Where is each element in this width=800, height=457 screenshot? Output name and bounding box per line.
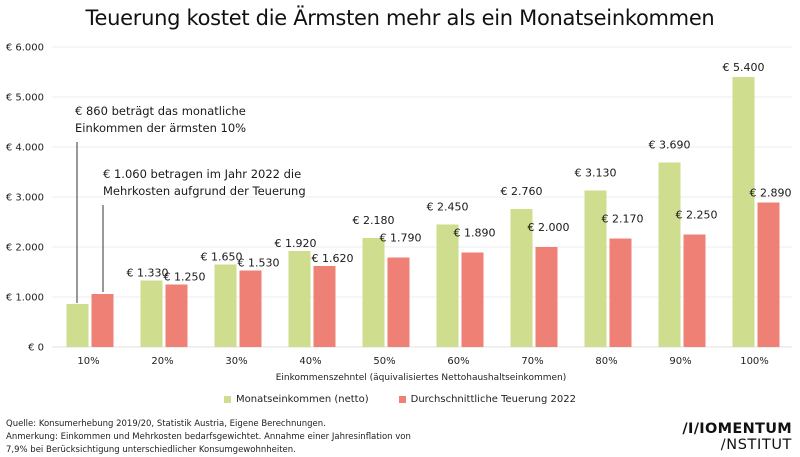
annotations: € 860 beträgt das monatliche Einkommen de… — [75, 104, 306, 303]
x-tick-label: 100% — [740, 356, 769, 367]
data-label: € 2.450 — [427, 201, 469, 214]
x-tick-label: 30% — [225, 356, 247, 367]
x-axis-label: Einkommenszehntel (äquivalisiertes Netto… — [276, 373, 567, 383]
legend-item-inflation: Durchschnittliche Teuerung 2022 — [398, 394, 576, 405]
x-tick-label: 40% — [299, 356, 321, 367]
bar-income — [214, 264, 237, 347]
momentum-institut-logo: /I/IOMENTUM /NSTITUT — [682, 421, 792, 453]
data-label: € 5.400 — [723, 61, 765, 74]
bar-inflation — [387, 257, 410, 347]
bar-inflation — [609, 238, 632, 347]
bar-inflation — [313, 266, 336, 347]
legend: Monatseinkommen (netto) Durchschnittlich… — [0, 394, 800, 405]
y-tick-label: € 4.000 — [6, 143, 44, 154]
bar-inflation — [165, 284, 188, 347]
source-note: Quelle: Konsumerhebung 2019/20, Statisti… — [6, 419, 326, 429]
bar-inflation — [91, 294, 114, 347]
bar-chart: € 0 € 1.000 € 2.000 € 3.000 € 4.000 € 5.000 € … — [6, 43, 792, 383]
x-axis-ticks: 10% 20% 30% 40% 50% 60% 70% 80% 90% 100% — [77, 356, 768, 367]
annotation-text: Mehrkosten aufgrund der Teuerung — [103, 184, 306, 198]
bar-inflation — [461, 252, 484, 347]
bars — [66, 77, 780, 347]
logo-line1: /I/IOMENTUM — [682, 421, 792, 437]
bar-income — [362, 238, 385, 347]
chart-title: Teuerung kostet die Ärmsten mehr als ein… — [85, 6, 715, 30]
bar-income — [140, 280, 163, 347]
bar-income — [658, 162, 681, 347]
y-tick-label: € 3.000 — [6, 193, 44, 204]
data-label: € 2.180 — [353, 214, 395, 227]
legend-swatch-inflation — [398, 396, 406, 403]
data-labels: € 1.330€ 1.250 € 1.650€ 1.530 € 1.920 € 1.6… — [127, 61, 792, 284]
bar-income — [288, 251, 311, 347]
data-label: € 2.890 — [750, 187, 792, 200]
x-tick-label: 20% — [151, 356, 173, 367]
data-label: € 1.890 — [454, 227, 496, 240]
annotation-text: € 1.060 betragen im Jahr 2022 die — [103, 167, 301, 181]
data-label: € 1.530 — [238, 257, 280, 270]
data-label: € 2.250 — [676, 209, 718, 222]
legend-item-income: Monatseinkommen (netto) — [224, 394, 369, 405]
data-label: € 1.650 — [201, 251, 243, 264]
bar-inflation — [757, 202, 780, 347]
bar-income — [436, 224, 459, 347]
data-label: € 1.330 — [127, 267, 169, 280]
annotation-note-line2: 7,9% bei Berücksichtigung unterschiedlic… — [6, 445, 296, 455]
legend-label-income: Monatseinkommen (netto) — [236, 394, 369, 405]
data-label: € 1.250 — [164, 271, 206, 284]
bar-inflation — [683, 234, 706, 347]
y-axis-ticks: € 0 € 1.000 € 2.000 € 3.000 € 4.000 € 5.000 € … — [6, 43, 44, 354]
x-tick-label: 60% — [447, 356, 469, 367]
annotation-note-line1: Anmerkung: Einkommen und Mehrkosten beda… — [6, 432, 411, 442]
bar-income — [732, 77, 755, 347]
x-tick-label: 10% — [77, 356, 99, 367]
bar-income — [584, 190, 607, 347]
data-label: € 1.620 — [312, 252, 354, 265]
y-tick-label: € 0 — [28, 343, 44, 354]
x-tick-label: 80% — [595, 356, 617, 367]
data-label: € 3.130 — [575, 167, 617, 180]
logo-line2: /NSTITUT — [720, 437, 792, 453]
bar-income — [510, 209, 533, 347]
y-tick-label: € 1.000 — [6, 293, 44, 304]
x-tick-label: 70% — [521, 356, 543, 367]
data-label: € 2.170 — [602, 213, 644, 226]
data-label: € 1.920 — [275, 237, 317, 250]
data-label: € 2.760 — [501, 185, 543, 198]
bar-inflation — [239, 270, 262, 347]
data-label: € 1.790 — [380, 232, 422, 245]
footer-notes: Quelle: Konsumerhebung 2019/20, Statisti… — [6, 418, 411, 457]
data-label: € 2.000 — [528, 221, 570, 234]
y-tick-label: € 6.000 — [6, 43, 44, 54]
bar-inflation — [535, 247, 558, 347]
bar-income — [66, 304, 89, 347]
x-tick-label: 90% — [669, 356, 691, 367]
annotation-text: Einkommen der ärmsten 10% — [75, 121, 246, 135]
legend-swatch-income — [224, 396, 232, 403]
y-tick-label: € 5.000 — [6, 93, 44, 104]
legend-label-inflation: Durchschnittliche Teuerung 2022 — [410, 394, 576, 405]
annotation-text: € 860 beträgt das monatliche — [75, 104, 246, 118]
y-tick-label: € 2.000 — [6, 243, 44, 254]
data-label: € 3.690 — [649, 139, 691, 152]
x-tick-label: 50% — [373, 356, 395, 367]
